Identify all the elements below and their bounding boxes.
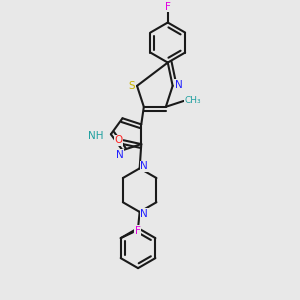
Text: O: O bbox=[114, 135, 122, 145]
Text: NH: NH bbox=[88, 130, 104, 140]
Text: CH₃: CH₃ bbox=[184, 97, 201, 106]
Text: S: S bbox=[128, 81, 134, 91]
Text: N: N bbox=[116, 150, 124, 160]
Text: F: F bbox=[135, 226, 141, 236]
Text: N: N bbox=[140, 209, 148, 219]
Text: N: N bbox=[175, 80, 182, 90]
Text: F: F bbox=[165, 2, 171, 12]
Text: N: N bbox=[140, 161, 148, 171]
